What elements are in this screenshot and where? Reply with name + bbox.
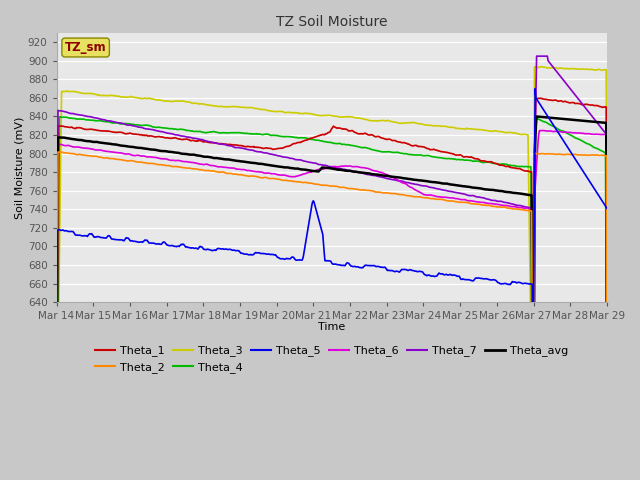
Line: Theta_5: Theta_5	[56, 89, 607, 480]
Theta_5	[246, 252, 253, 258]
Theta_7	[246, 147, 253, 153]
Theta_1	[388, 138, 396, 144]
Title: TZ Soil Moisture: TZ Soil Moisture	[276, 15, 387, 29]
Theta_4	[268, 132, 275, 138]
Theta_avg	[266, 162, 274, 168]
Theta_2	[389, 191, 397, 196]
Y-axis label: Soil Moisture (mV): Soil Moisture (mV)	[15, 116, 25, 219]
Theta_5	[419, 270, 427, 276]
Theta_1	[532, 96, 540, 101]
Theta_3	[246, 105, 253, 110]
Line: Theta_1: Theta_1	[56, 98, 607, 461]
Theta_5	[603, 205, 611, 211]
Text: TZ_sm: TZ_sm	[65, 41, 106, 54]
Theta_7	[52, 421, 60, 427]
Theta_2	[118, 157, 125, 163]
Theta_2	[603, 399, 611, 405]
Line: Theta_3: Theta_3	[56, 67, 607, 480]
Theta_avg	[532, 114, 540, 120]
Theta_5	[218, 246, 226, 252]
Theta_6	[538, 128, 546, 133]
Theta_2	[57, 149, 65, 155]
Line: Theta_7: Theta_7	[56, 56, 607, 480]
Theta_7	[218, 142, 226, 147]
Theta_2	[219, 169, 227, 175]
Theta_4	[389, 150, 397, 156]
Theta_3	[266, 108, 274, 114]
Legend: Theta_1, Theta_2, Theta_3, Theta_4, Theta_5, Theta_6, Theta_7, Theta_avg: Theta_1, Theta_2, Theta_3, Theta_4, Thet…	[91, 341, 573, 377]
Theta_4	[246, 131, 254, 136]
Theta_avg	[419, 178, 427, 184]
Theta_1	[117, 130, 125, 135]
Theta_avg	[52, 438, 60, 444]
Line: Theta_4: Theta_4	[56, 117, 607, 480]
Line: Theta_avg: Theta_avg	[56, 117, 607, 476]
Theta_5	[117, 237, 125, 243]
Theta_1	[419, 144, 427, 150]
Theta_2	[420, 195, 428, 201]
Theta_6	[117, 150, 125, 156]
Theta_avg	[117, 143, 125, 148]
Line: Theta_2: Theta_2	[56, 152, 607, 480]
Theta_1	[52, 431, 60, 436]
Theta_6	[266, 171, 274, 177]
Theta_6	[603, 386, 611, 392]
Theta_2	[246, 173, 254, 179]
Theta_3	[52, 464, 60, 470]
Theta_7	[388, 177, 396, 182]
Theta_3	[388, 119, 396, 124]
Theta_3	[603, 342, 611, 348]
Theta_5	[388, 268, 396, 274]
Theta_1	[246, 144, 253, 149]
Theta_1	[529, 458, 537, 464]
Theta_5	[531, 86, 539, 92]
Theta_3	[538, 64, 545, 70]
Theta_6	[218, 164, 226, 170]
Theta_avg	[603, 378, 611, 384]
Theta_4	[219, 130, 227, 136]
Theta_7	[117, 120, 125, 126]
Theta_1	[266, 145, 274, 151]
Theta_4	[118, 121, 125, 127]
Theta_4	[56, 114, 63, 120]
Theta_4	[420, 153, 428, 159]
Theta_6	[419, 192, 427, 197]
Theta_4	[603, 448, 611, 454]
Theta_1	[218, 141, 226, 147]
Theta_6	[52, 442, 60, 448]
Theta_1	[603, 367, 611, 373]
Theta_avg	[246, 159, 253, 165]
Theta_7	[266, 151, 274, 157]
Theta_avg	[388, 174, 396, 180]
Theta_6	[246, 168, 253, 173]
Theta_5	[266, 252, 274, 257]
Theta_7	[603, 132, 611, 138]
Theta_5	[52, 449, 60, 455]
X-axis label: Time: Time	[318, 323, 346, 333]
Theta_2	[268, 176, 275, 181]
Theta_6	[388, 174, 396, 180]
Theta_2	[52, 447, 60, 453]
Theta_3	[218, 104, 226, 109]
Theta_3	[419, 121, 427, 127]
Theta_avg	[529, 473, 537, 479]
Theta_3	[117, 94, 125, 100]
Theta_7	[419, 183, 427, 189]
Line: Theta_6: Theta_6	[56, 131, 607, 480]
Theta_7	[532, 53, 540, 59]
Theta_avg	[218, 156, 226, 162]
